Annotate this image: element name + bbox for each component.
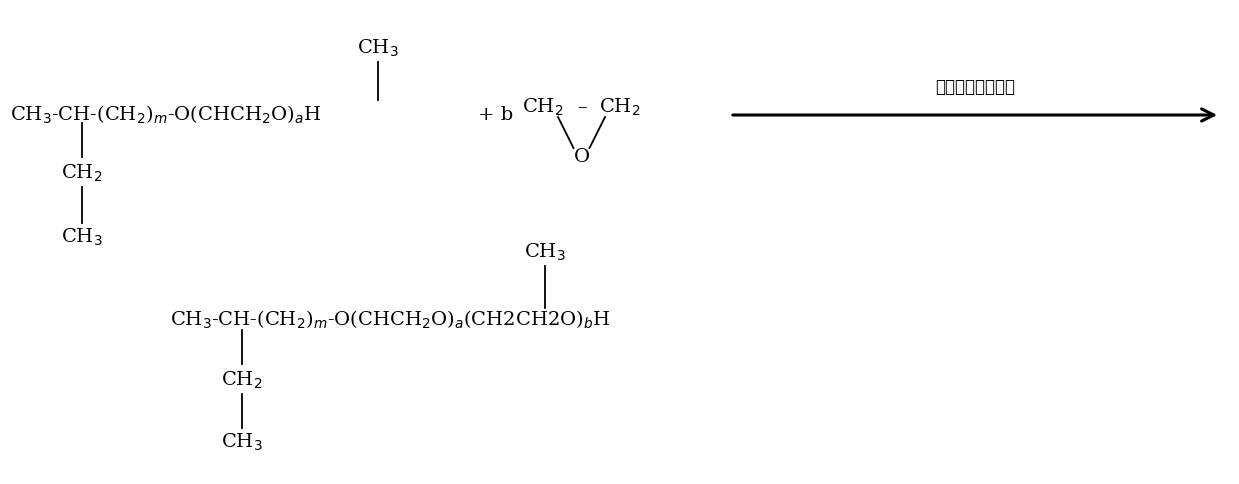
- Text: O: O: [574, 148, 590, 166]
- Text: CH$_2$: CH$_2$: [600, 96, 641, 118]
- Text: CH$_3$: CH$_3$: [222, 431, 263, 453]
- Text: –: –: [576, 98, 586, 116]
- Text: CH$_3$: CH$_3$: [524, 242, 566, 263]
- Text: CH$_3$: CH$_3$: [61, 227, 103, 248]
- Text: CH$_2$: CH$_2$: [222, 369, 263, 391]
- Text: CH$_3$-CH-(CH$_2$)$_m$-O(CHCH$_2$O)$_a$(CH2CH2O)$_b$H: CH$_3$-CH-(CH$_2$)$_m$-O(CHCH$_2$O)$_a$(…: [170, 309, 611, 331]
- Text: CH$_3$: CH$_3$: [357, 37, 399, 59]
- Text: + b: + b: [478, 106, 519, 124]
- Text: CH$_2$: CH$_2$: [61, 162, 103, 183]
- Text: CH$_2$: CH$_2$: [523, 96, 564, 118]
- Text: CH$_3$-CH-(CH$_2$)$_m$-O(CHCH$_2$O)$_a$H: CH$_3$-CH-(CH$_2$)$_m$-O(CHCH$_2$O)$_a$H: [10, 104, 321, 126]
- Text: 碱土化合物催化剂: 碱土化合物催化剂: [935, 78, 1015, 96]
